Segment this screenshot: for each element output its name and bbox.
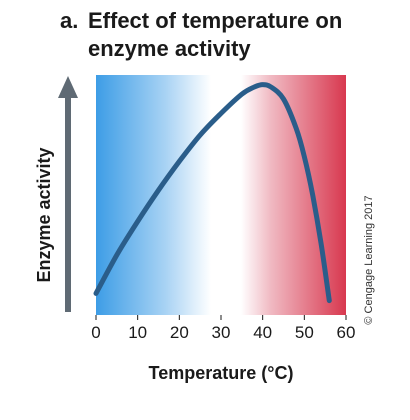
x-tick-label-60: 60 [337, 323, 356, 342]
figure-label: a. [60, 8, 79, 33]
x-axis-label: Temperature (°C) [149, 363, 294, 383]
x-tick-label-10: 10 [128, 323, 147, 342]
y-axis-label: Enzyme activity [34, 147, 54, 282]
title-line-2: enzyme activity [88, 36, 251, 61]
y-axis-arrow-head [58, 76, 78, 98]
enzyme-activity-curve [93, 82, 332, 304]
x-tick-label-40: 40 [253, 323, 272, 342]
copyright-credit: © Cengage Learning 2017 [363, 195, 375, 324]
x-tick-label-20: 20 [170, 323, 189, 342]
x-axis-ticks: 0 10 20 30 40 50 60 [91, 315, 355, 342]
x-tick-label-0: 0 [91, 323, 100, 342]
x-tick-label-50: 50 [295, 323, 314, 342]
title-line-1: Effect of temperature on [88, 8, 343, 33]
x-tick-label-30: 30 [212, 323, 231, 342]
